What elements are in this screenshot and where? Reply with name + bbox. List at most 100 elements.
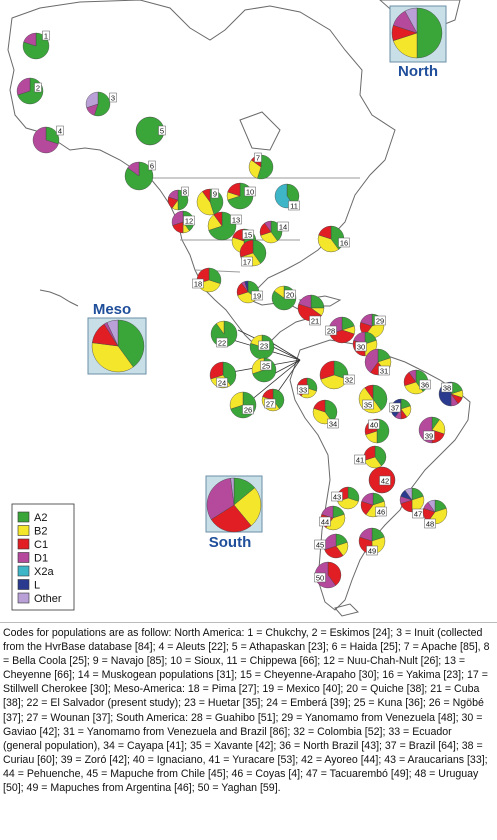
pie-25-label: 25 (262, 362, 270, 371)
pie-23-label: 23 (260, 342, 268, 351)
pie-14-label-box (277, 221, 289, 232)
pie-3-label-box (109, 92, 117, 103)
pie-1-slice-D1 (23, 32, 37, 47)
pie-19-label: 19 (253, 292, 261, 301)
pie-45-label-box (314, 539, 326, 550)
pie-5-label-box (158, 125, 166, 136)
pie-14-slice-D1 (264, 220, 272, 233)
figure-caption: Codes for populations are as follow: Nor… (3, 627, 490, 795)
pie-34-label-box (327, 418, 339, 429)
pie-10-slice-C1 (227, 182, 241, 197)
pie-36-label-box (419, 379, 431, 390)
pie-35-slice-C1 (364, 384, 374, 400)
pie-30-slice-D1 (353, 331, 366, 345)
pie-22-label: 22 (218, 339, 226, 348)
pie-18-label: 18 (194, 280, 202, 289)
north-region-pie-slice-Other (404, 7, 418, 34)
pie-2-label: 2 (36, 84, 40, 93)
north-america-outline (7, 0, 396, 351)
pie-34-slice-C1 (313, 399, 326, 413)
legend-swatch-d1 (17, 552, 30, 563)
pie-41-slice-A2 (374, 445, 387, 467)
pie-22-label-box (216, 337, 228, 348)
pie-20-label-box (284, 289, 296, 300)
pie-39 (418, 416, 446, 444)
pie-46-slice-D1 (361, 492, 374, 506)
pie-41-label-box (354, 454, 366, 465)
pie-8-slice-D1 (168, 189, 179, 201)
pie-21 (297, 294, 325, 322)
pie-11-label-box (288, 200, 300, 211)
pie-30-label: 30 (357, 343, 365, 352)
pie-1-label-box (42, 30, 50, 41)
legend-swatch-other (17, 592, 30, 604)
pie-40-label-box (368, 419, 380, 430)
pie-50-slice-C1 (327, 561, 342, 586)
pie-13-slice-A2 (208, 211, 237, 241)
pie-18 (196, 267, 222, 293)
pie-16-slice-B2 (317, 234, 339, 253)
pie-49-label-box (366, 545, 378, 556)
legend-swatch-x2a (17, 565, 30, 577)
pie-23-label-box (258, 340, 270, 351)
hawaii-outline (39, 289, 79, 307)
north-region-label: North (398, 63, 438, 80)
pie-3-slice-Other (85, 91, 99, 108)
pie-17-slice-A2 (252, 239, 267, 264)
pie-12-label-box (183, 215, 195, 226)
south-region-pie-slice-C1 (210, 504, 252, 533)
pie-19-label-box (251, 290, 263, 301)
pie-6-label: 6 (150, 162, 154, 171)
pie-2-label-box (34, 82, 42, 93)
legend-swatch-b2 (17, 525, 30, 536)
pie-49-slice-D1 (359, 527, 373, 542)
pie-21-label: 21 (311, 317, 319, 326)
pie-6 (124, 161, 154, 191)
legend-swatch-c1 (17, 538, 30, 550)
legend-label-a2: A2 (34, 512, 47, 524)
legend-label-x2a: X2a (34, 566, 54, 578)
pie-16-label-box (338, 237, 350, 248)
pie-33-label-box (297, 384, 309, 395)
pie-31-label: 31 (380, 367, 388, 376)
pie-24-label-box (216, 377, 228, 388)
south-region-pie (206, 477, 262, 533)
pie-47-slice-Other (404, 487, 413, 501)
legend-label-l: L (34, 580, 40, 592)
pie-21-label-box (309, 315, 321, 326)
pie-4-label-box (56, 125, 64, 136)
pie-6-label-box (148, 160, 156, 171)
pie-36-slice-D1 (408, 369, 417, 383)
meso-region-label: Meso (93, 301, 131, 318)
pie-27-slice-C1 (262, 388, 274, 401)
pie-16-label: 16 (340, 239, 348, 248)
pie-42-label: 42 (381, 477, 389, 486)
pie-16-slice-C1 (318, 225, 332, 240)
meso-region-pie-slice-B2 (91, 342, 134, 373)
legend-label-c1: C1 (34, 539, 48, 551)
pie-9-slice-B2 (196, 191, 215, 216)
pie-37-label: 37 (391, 404, 399, 413)
meso-region-pie (91, 319, 145, 373)
haplogroup-map: North Meso South 1 2 3 4 5 6 7 8 9 10 11 12 13 14 15 16 17… (0, 0, 497, 623)
north-region-pie (391, 7, 443, 59)
pie-47 (399, 487, 425, 513)
pie-37-label-box (389, 402, 401, 413)
pie-49 (358, 527, 386, 555)
pie-44-slice-D1 (321, 505, 334, 519)
pie-50-label: 50 (316, 574, 324, 583)
pie-31-slice-D1 (364, 348, 379, 373)
legend-swatch-a2 (17, 511, 30, 523)
legend-swatch-l (17, 579, 30, 590)
pie-35-label: 35 (364, 401, 372, 410)
pie-15-slice-C1 (232, 228, 245, 242)
pie-45 (323, 533, 349, 559)
pie-24-slice-C1 (209, 361, 224, 380)
pie-48 (422, 499, 448, 525)
pie-15-label-box (242, 229, 254, 240)
legend-label-other: Other (34, 593, 62, 605)
pie-9 (196, 188, 224, 216)
pie-48-slice-Other (427, 499, 436, 513)
